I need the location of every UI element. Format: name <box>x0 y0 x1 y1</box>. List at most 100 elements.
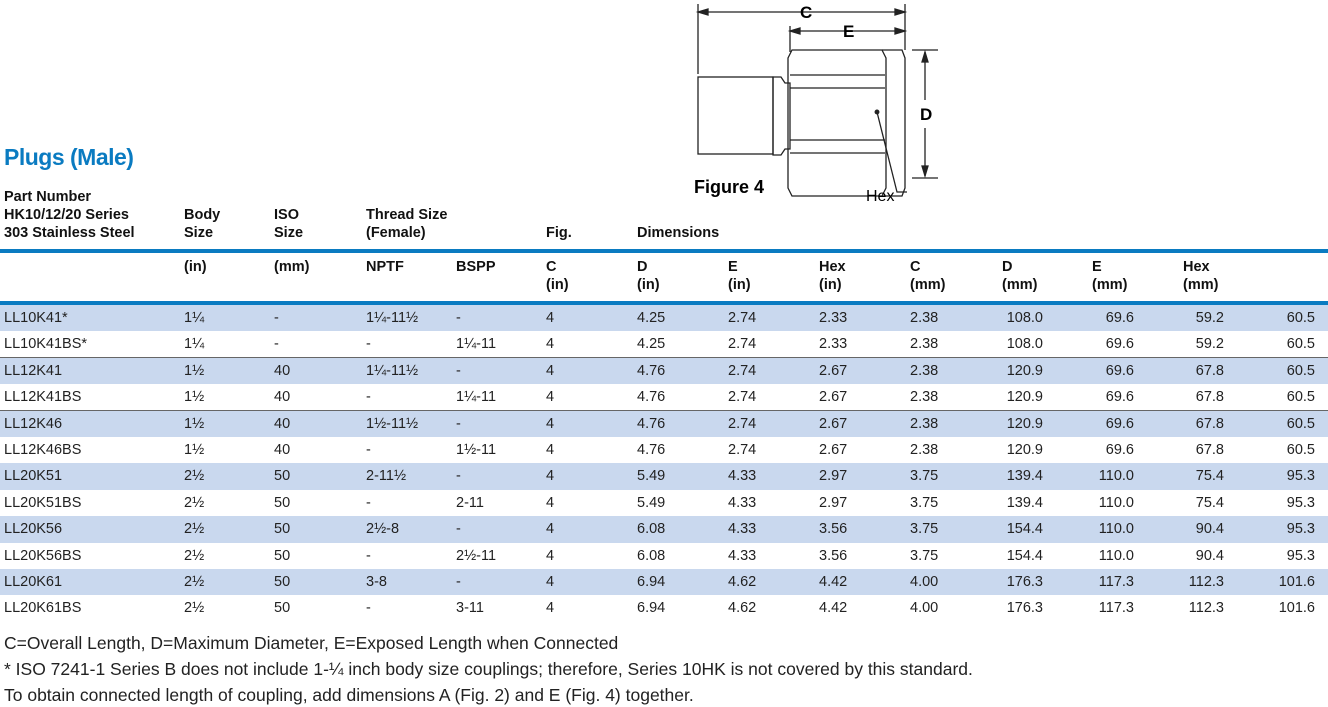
table-cell: 67.8 <box>1195 442 1224 458</box>
table-cell: 2.38 <box>910 310 939 326</box>
subheader-cell: Hex (in) <box>819 258 846 294</box>
subheader-text: BSPP <box>456 259 496 275</box>
table-cell: 69.6 <box>1105 389 1134 406</box>
table-cell: 1¼-11½ <box>366 362 419 379</box>
table-cell: 4.62 <box>728 600 757 617</box>
table-cell: 1¼ <box>184 336 205 353</box>
subheader-text: (in) <box>546 277 569 293</box>
table-cell: LL10K41BS* <box>4 336 88 353</box>
table-cell: - <box>456 521 461 538</box>
table-cell: 1¼-11 <box>456 389 497 406</box>
table-cell: 1¼ <box>184 310 205 326</box>
table-row: LL20K51 2½ 50 2-11½ - 4 5.49 4.33 2.97 3.75 139.4 1… <box>0 463 1328 490</box>
table-cell: 120.9 <box>1006 362 1043 379</box>
header-text: ISO <box>274 207 299 223</box>
table-row: LL20K61 2½ 50 3-8 - 4 6.94 4.62 4.42 4.00 176.3 117… <box>0 569 1328 596</box>
table-cell: - <box>456 468 461 485</box>
figure-caption: Figure 4 <box>694 177 764 197</box>
table-cell: 2.74 <box>728 362 757 379</box>
table-cell: 154.4 <box>1006 547 1043 564</box>
table-cell: 2.97 <box>819 494 848 511</box>
table-cell: - <box>366 336 371 353</box>
table-cell: 4.76 <box>637 442 666 458</box>
table-cell: 50 <box>274 574 291 590</box>
table-cell: 2.38 <box>910 336 939 353</box>
table-cell: 154.4 <box>1006 521 1043 538</box>
table-row: LL12K41BS 1½ 40 - 1¼-11 4 4.76 2.74 2.67 2.38 120.… <box>0 384 1328 410</box>
table-cell: 4 <box>546 442 555 458</box>
table-cell: 5.49 <box>637 468 666 485</box>
table-cell: 2.67 <box>819 389 848 406</box>
subheader-text: (mm) <box>910 277 946 293</box>
table-cell: 2.67 <box>819 442 848 458</box>
table-cell: 176.3 <box>1006 600 1043 617</box>
table-cell: 1½ <box>184 362 205 379</box>
table-cell: 50 <box>274 468 291 485</box>
table-row: LL12K46BS 1½ 40 - 1½-11 4 4.76 2.74 2.67 2.38 120.… <box>0 437 1328 463</box>
table-cell: 110.0 <box>1098 547 1134 564</box>
subheader-text: Hex <box>819 259 846 275</box>
header-dimensions: Dimensions <box>637 225 720 241</box>
table-cell: - <box>456 310 461 326</box>
table-cell: 5.49 <box>637 494 666 511</box>
table-cell: 117.3 <box>1098 574 1134 590</box>
header-fig: Fig. <box>546 225 572 241</box>
table-cell: 2.74 <box>728 389 757 406</box>
table-cell: 60.5 <box>1286 336 1315 353</box>
table-cell: 4.42 <box>819 600 848 617</box>
header-thread-size: Thread Size (Female) <box>366 206 447 242</box>
header-rule-top <box>0 249 1328 253</box>
table-cell: 1½-11½ <box>366 415 419 432</box>
subheader-text: (mm) <box>1002 277 1038 293</box>
table-cell: 4.25 <box>637 310 666 326</box>
table-cell: 176.3 <box>1006 574 1043 590</box>
table-cell: 67.8 <box>1195 362 1224 379</box>
table-cell: 95.3 <box>1286 521 1315 538</box>
table-cell: 1½ <box>184 442 205 458</box>
table-cell: 2-11 <box>456 494 484 511</box>
table-cell: 67.8 <box>1195 389 1224 406</box>
subheader-cell: C (in) <box>546 258 569 294</box>
dim-hex-label: Hex <box>866 188 894 205</box>
header-part-number: Part Number HK10/12/20 Series 303 Stainl… <box>4 188 135 242</box>
table-row: LL20K61BS 2½ 50 - 3-11 4 6.94 4.62 4.42 4.00 176.3… <box>0 595 1328 621</box>
table-cell: 40 <box>274 362 291 379</box>
table-cell: 2.74 <box>728 415 757 432</box>
table-cell: 2.74 <box>728 336 757 353</box>
table-cell: 2½ <box>184 574 205 590</box>
table-cell: 60.5 <box>1286 310 1315 326</box>
table-cell: 110.0 <box>1098 468 1134 485</box>
table-cell: 4.00 <box>910 574 939 590</box>
table-cell: 4.25 <box>637 336 666 353</box>
table-cell: 1½-11 <box>456 442 497 458</box>
table-cell: 3.56 <box>819 547 848 564</box>
table-cell: 2½ <box>184 600 205 617</box>
table-cell: 2½-11 <box>456 547 497 564</box>
table-cell: 95.3 <box>1286 547 1315 564</box>
table-cell: 2.74 <box>728 310 757 326</box>
table-cell: 1¼-11½ <box>366 310 419 326</box>
table-cell: 60.5 <box>1286 442 1315 458</box>
table-cell: - <box>366 389 371 406</box>
table-cell: 6.94 <box>637 600 666 617</box>
table-cell: 112.3 <box>1188 574 1224 590</box>
table-cell: 60.5 <box>1286 389 1315 406</box>
table-cell: 2.38 <box>910 362 939 379</box>
subheader-text: D <box>637 259 648 275</box>
table-cell: 139.4 <box>1006 468 1043 485</box>
note-legend: C=Overall Length, D=Maximum Diameter, E=… <box>4 633 619 653</box>
table-cell: 4 <box>546 494 555 511</box>
table-cell: 40 <box>274 389 291 406</box>
table-cell: 2½ <box>184 494 205 511</box>
table-cell: 2½ <box>184 468 205 485</box>
header-text: Size <box>274 225 304 241</box>
table-cell: 50 <box>274 494 291 511</box>
table-cell: 101.6 <box>1278 574 1315 590</box>
table-row: LL20K51BS 2½ 50 - 2-11 4 5.49 4.33 2.97 3.75 139.4… <box>0 490 1328 516</box>
table-cell: 2½-8 <box>366 521 400 538</box>
table-cell: 3.75 <box>910 468 939 485</box>
table-cell: 2½ <box>184 547 205 564</box>
subheader-text: (mm) <box>1092 277 1128 293</box>
table-cell: 110.0 <box>1098 521 1134 538</box>
table-cell: - <box>456 362 461 379</box>
